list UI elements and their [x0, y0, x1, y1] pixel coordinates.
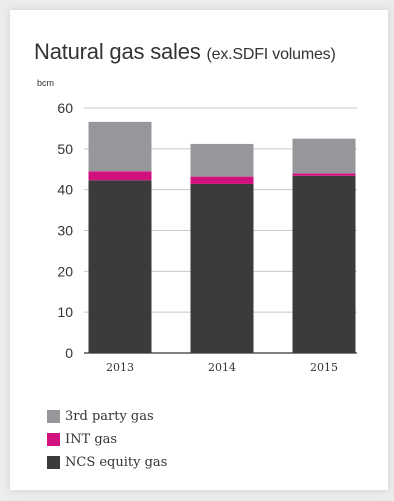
bar-segment	[292, 138, 356, 174]
y-axis-unit: bcm	[37, 78, 55, 88]
y-tick-label: 60	[57, 100, 73, 116]
bar-segment	[190, 143, 254, 177]
bar-segment	[88, 171, 152, 181]
bar-segment	[190, 176, 254, 184]
legend-item: NCS equity gas	[47, 453, 167, 472]
legend-item: INT gas	[47, 430, 167, 449]
legend-swatch	[47, 433, 60, 446]
legend-item: 3rd party gas	[47, 407, 167, 426]
bar-segment	[190, 183, 254, 353]
y-tick-label: 40	[57, 182, 73, 198]
chart-subtitle: (ex.SDFI volumes)	[206, 46, 336, 63]
legend-swatch	[47, 456, 60, 469]
chart-title: Natural gas sales (ex.SDFI volumes)	[34, 39, 336, 65]
bar-segment	[88, 121, 152, 172]
y-tick-label: 20	[57, 263, 73, 279]
legend: 3rd party gas INT gas NCS equity gas	[47, 407, 167, 476]
bar-segment	[292, 173, 356, 176]
y-tick-label: 30	[57, 223, 73, 239]
x-tick-label: 2013	[106, 361, 134, 374]
y-tick-label: 0	[65, 345, 73, 361]
legend-swatch	[47, 410, 60, 423]
bar-segment	[292, 175, 356, 353]
x-tick-label: 2015	[310, 361, 338, 374]
y-tick-label: 10	[57, 304, 73, 320]
legend-label: NCS equity gas	[65, 455, 168, 470]
x-tick-label: 2014	[208, 361, 236, 374]
bar-segment	[88, 180, 152, 353]
legend-label: INT gas	[65, 432, 118, 447]
y-tick-label: 50	[57, 141, 73, 157]
chart-title-text: Natural gas sales	[34, 39, 201, 64]
legend-label: 3rd party gas	[65, 409, 154, 424]
